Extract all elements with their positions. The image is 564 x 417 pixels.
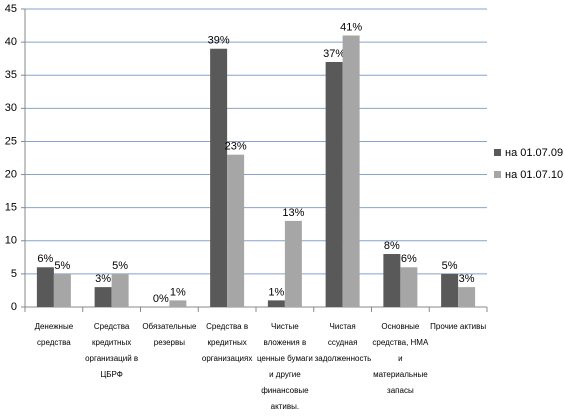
bar [267, 300, 285, 307]
value-label: 5% [442, 260, 458, 272]
x-tick-label: Чистые вложения в ценные бумаги и другие… [256, 322, 313, 411]
value-label: 0% [153, 293, 169, 305]
legend-swatch [494, 171, 501, 178]
bar [458, 287, 476, 307]
value-label: 5% [54, 260, 70, 272]
bar [111, 273, 129, 307]
bar [210, 48, 228, 307]
y-tick-label: 35 [5, 69, 17, 81]
legend-swatch [494, 149, 501, 156]
y-tick-label: 25 [5, 135, 17, 147]
bar [383, 254, 401, 307]
x-tick-label: Денежные средства [34, 322, 74, 347]
bar [325, 61, 343, 307]
y-tick-label: 10 [5, 235, 17, 247]
x-tick-label: Основные средства, НМА и материальные за… [372, 322, 429, 395]
value-label: 39% [208, 35, 230, 47]
value-label: 23% [225, 141, 247, 153]
value-label: 6% [37, 253, 53, 265]
x-tick-label: Чистая ссудная задолженность [314, 322, 372, 363]
y-tick-label: 0 [11, 301, 17, 313]
value-label: 1% [170, 286, 186, 298]
value-label: 3% [459, 273, 475, 285]
value-label: 41% [340, 21, 362, 33]
x-tick-label: Средства кредитных организаций в ЦБРФ [85, 322, 139, 379]
y-tick-label: 5 [11, 268, 17, 280]
y-tick-label: 40 [5, 36, 17, 48]
bar [169, 300, 187, 307]
value-label: 37% [323, 48, 345, 60]
x-tick-label: Обязательные резервы [142, 322, 197, 347]
legend-label: на 01.07.10 [505, 169, 563, 181]
legend-label: на 01.07.09 [505, 147, 563, 159]
value-label: 13% [282, 207, 304, 219]
bar [441, 273, 459, 307]
value-label: 8% [384, 240, 400, 252]
value-label: 6% [401, 253, 417, 265]
bar [342, 35, 360, 307]
x-tick-label: Прочие активы [430, 322, 487, 331]
bar [400, 267, 418, 307]
y-tick-label: 30 [5, 102, 17, 114]
y-tick-label: 15 [5, 202, 17, 214]
bar [53, 273, 71, 307]
value-label: 3% [95, 273, 111, 285]
bar [36, 267, 54, 307]
x-tick-label: Средства в кредитных организациях [201, 322, 253, 363]
y-tick-label: 20 [5, 168, 17, 180]
value-label: 1% [268, 286, 284, 298]
bar [94, 287, 112, 307]
bar [284, 220, 302, 307]
bar [227, 154, 245, 307]
y-tick-label: 45 [5, 3, 17, 15]
value-label: 5% [112, 260, 128, 272]
